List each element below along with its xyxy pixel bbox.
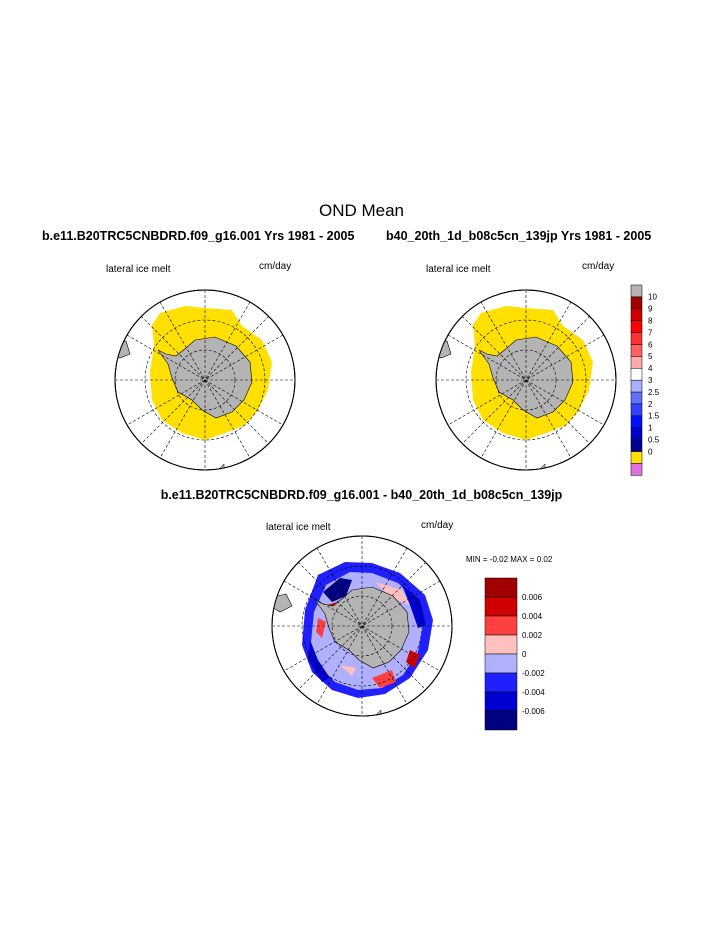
main-colorbar: 10 9 8 7 6 5 4 3 2.5 2 1.5 1 0.5 0 — [630, 284, 660, 476]
main-colorbar-swatch-2 — [630, 308, 643, 321]
diff-colorbar-swatch-1 — [484, 596, 518, 617]
main-colorbar-swatch-1 — [630, 296, 643, 310]
left-polar-map — [114, 289, 296, 471]
main-colorbar-label-1: 9 — [648, 305, 653, 314]
main-colorbar-label-8: 2.5 — [648, 388, 660, 397]
main-colorbar-label-2: 8 — [648, 317, 653, 326]
main-colorbar-swatch-12 — [630, 427, 643, 440]
diff-colorbar-swatch-2 — [484, 615, 518, 636]
main-colorbar-swatch-9 — [630, 391, 643, 405]
diff-colorbar-label-3: 0 — [522, 650, 527, 659]
figure-title: OND Mean — [318, 201, 405, 220]
main-colorbar-label-0: 10 — [648, 293, 657, 302]
main-colorbar-swatch-7 — [630, 368, 643, 381]
diff-colorbar-swatch-6 — [484, 691, 518, 712]
main-colorbar-label-12: 0.5 — [648, 436, 660, 445]
left-variable-label: lateral ice melt — [106, 264, 171, 275]
main-colorbar-swatch-4 — [630, 332, 643, 345]
difference-polar-map — [271, 535, 453, 717]
main-colorbar-swatch-0 — [630, 284, 643, 298]
diff-colorbar-swatch-5 — [484, 672, 518, 693]
main-colorbar-swatch-5 — [630, 344, 643, 357]
main-colorbar-swatch-14 — [630, 451, 643, 464]
diff-variable-label: lateral ice melt — [266, 522, 331, 533]
main-colorbar-swatch-6 — [630, 356, 643, 369]
main-colorbar-swatch-3 — [630, 320, 643, 333]
difference-title: b.e11.B20TRC5CNBDRD.f09_g16.001 - b40_20… — [160, 488, 563, 502]
diff-colorbar-label-0: 0.006 — [522, 593, 543, 602]
main-colorbar-label-7: 3 — [648, 376, 653, 385]
main-colorbar-swatch-8 — [630, 379, 643, 393]
diff-colorbar-label-4: -0.002 — [522, 669, 545, 678]
right-polar-map — [435, 289, 617, 471]
diff-colorbar-label-5: -0.004 — [522, 688, 545, 697]
main-colorbar-swatch-11 — [630, 415, 643, 429]
left-case-title: b.e11.B20TRC5CNBDRD.f09_g16.001 Yrs 1981… — [42, 229, 355, 243]
difference-colorbar: 0.006 0.004 0.002 0 -0.002 -0.004 -0.006 — [484, 577, 545, 731]
main-colorbar-label-10: 1.5 — [648, 412, 660, 421]
right-case-title: b40_20th_1d_b08c5cn_139jp Yrs 1981 - 200… — [386, 229, 652, 243]
main-colorbar-label-11: 1 — [648, 424, 653, 433]
main-colorbar-label-13: 0 — [648, 447, 653, 456]
diff-colorbar-label-1: 0.004 — [522, 612, 543, 621]
diff-colorbar-swatch-0 — [484, 577, 518, 598]
diff-colorbar-swatch-7 — [484, 710, 518, 731]
main-colorbar-swatch-13 — [630, 439, 643, 452]
diff-minmax-label: MIN = -0.02 MAX = 0.02 — [466, 555, 553, 564]
main-colorbar-label-4: 6 — [648, 340, 653, 349]
right-variable-label: lateral ice melt — [426, 264, 491, 275]
main-colorbar-swatch-10 — [630, 403, 643, 417]
right-units-label: cm/day — [582, 261, 615, 272]
main-colorbar-label-5: 5 — [648, 352, 653, 361]
main-colorbar-swatch-15 — [630, 463, 643, 476]
diff-units-label: cm/day — [421, 520, 454, 531]
diff-colorbar-swatch-3 — [484, 634, 518, 655]
main-colorbar-label-9: 2 — [648, 400, 653, 409]
left-units-label: cm/day — [259, 261, 292, 272]
main-colorbar-label-3: 7 — [648, 328, 653, 337]
diff-colorbar-label-6: -0.006 — [522, 707, 545, 716]
diff-colorbar-label-2: 0.002 — [522, 631, 543, 640]
main-colorbar-label-6: 4 — [648, 364, 653, 373]
diff-colorbar-swatch-4 — [484, 653, 518, 674]
